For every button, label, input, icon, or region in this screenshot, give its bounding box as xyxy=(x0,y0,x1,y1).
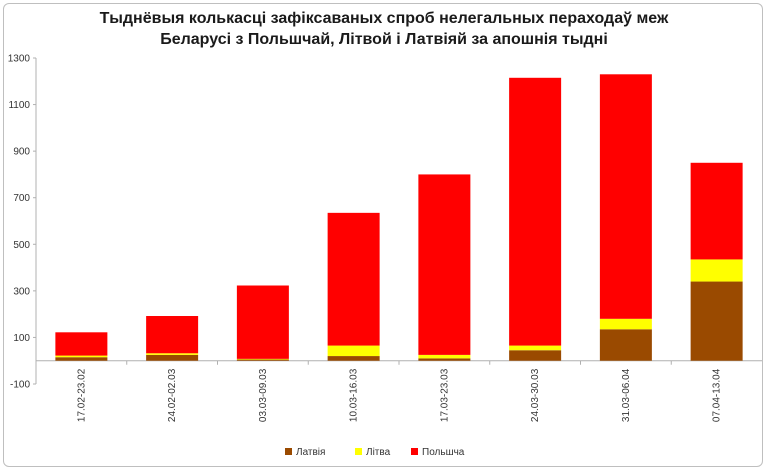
bar-segment-latvia xyxy=(55,357,108,361)
bar-segment-poland xyxy=(509,77,562,346)
bar-segment-lithuania xyxy=(146,353,199,355)
bar-segment-poland xyxy=(55,332,108,356)
bar-segment-latvia xyxy=(690,281,743,361)
y-tick-label: 500 xyxy=(13,240,30,251)
chart-title: Тыднёвыя колькасці зафіксаваных спроб не… xyxy=(0,8,768,50)
y-tick-label: 300 xyxy=(13,286,30,297)
bar-segment-latvia xyxy=(146,354,199,361)
legend-swatch xyxy=(411,448,418,455)
x-tick-label: 03.03-09.03 xyxy=(258,368,269,422)
bar-segment-lithuania xyxy=(236,358,289,360)
legend-label: Літва xyxy=(366,447,391,458)
bar-segment-latvia xyxy=(509,350,562,361)
bar-segment-poland xyxy=(327,212,380,346)
bar-segment-lithuania xyxy=(509,345,562,351)
bar-segment-poland xyxy=(236,285,289,359)
bar-segment-lithuania xyxy=(327,345,380,357)
x-tick-label: 17.02-23.02 xyxy=(76,368,87,422)
bar-segment-lithuania xyxy=(55,355,108,358)
bar-segment-latvia xyxy=(327,356,380,361)
y-tick-label: 1100 xyxy=(8,100,30,111)
bar-segment-latvia xyxy=(599,329,652,361)
y-tick-label: 100 xyxy=(13,333,30,344)
bar-segment-poland xyxy=(690,162,743,260)
bar-segment-latvia xyxy=(236,359,289,361)
chart-title-line-2: Беларусі з Польшчай, Літвой і Латвіяй за… xyxy=(160,31,608,48)
bar-segment-lithuania xyxy=(599,318,652,330)
y-tick-label: 900 xyxy=(13,147,30,158)
legend-swatch xyxy=(285,448,292,455)
bar-segment-poland xyxy=(599,74,652,319)
chart-title-line-1: Тыднёвыя колькасці зафіксаваных спроб не… xyxy=(99,10,669,27)
legend-label: Польшча xyxy=(422,447,465,458)
bar-segment-lithuania xyxy=(690,259,743,282)
x-tick-label: 31.03-06.04 xyxy=(621,368,632,422)
legend-label: Латвія xyxy=(296,447,325,458)
x-tick-label: 07.04-13.04 xyxy=(712,368,723,422)
bar-segment-latvia xyxy=(418,358,471,361)
x-tick-label: 24.03-30.03 xyxy=(530,368,541,422)
bar-segment-poland xyxy=(418,174,471,355)
x-tick-label: 24.02-02.03 xyxy=(167,368,178,422)
legend-swatch xyxy=(355,448,362,455)
y-tick-label: -100 xyxy=(10,380,30,391)
bar-segment-lithuania xyxy=(418,354,471,359)
bar-segment-poland xyxy=(146,316,199,354)
x-tick-label: 17.03-23.03 xyxy=(439,368,450,422)
y-tick-label: 1300 xyxy=(8,54,31,65)
y-tick-label: 700 xyxy=(13,193,30,204)
x-tick-label: 10.03-16.03 xyxy=(349,368,360,422)
